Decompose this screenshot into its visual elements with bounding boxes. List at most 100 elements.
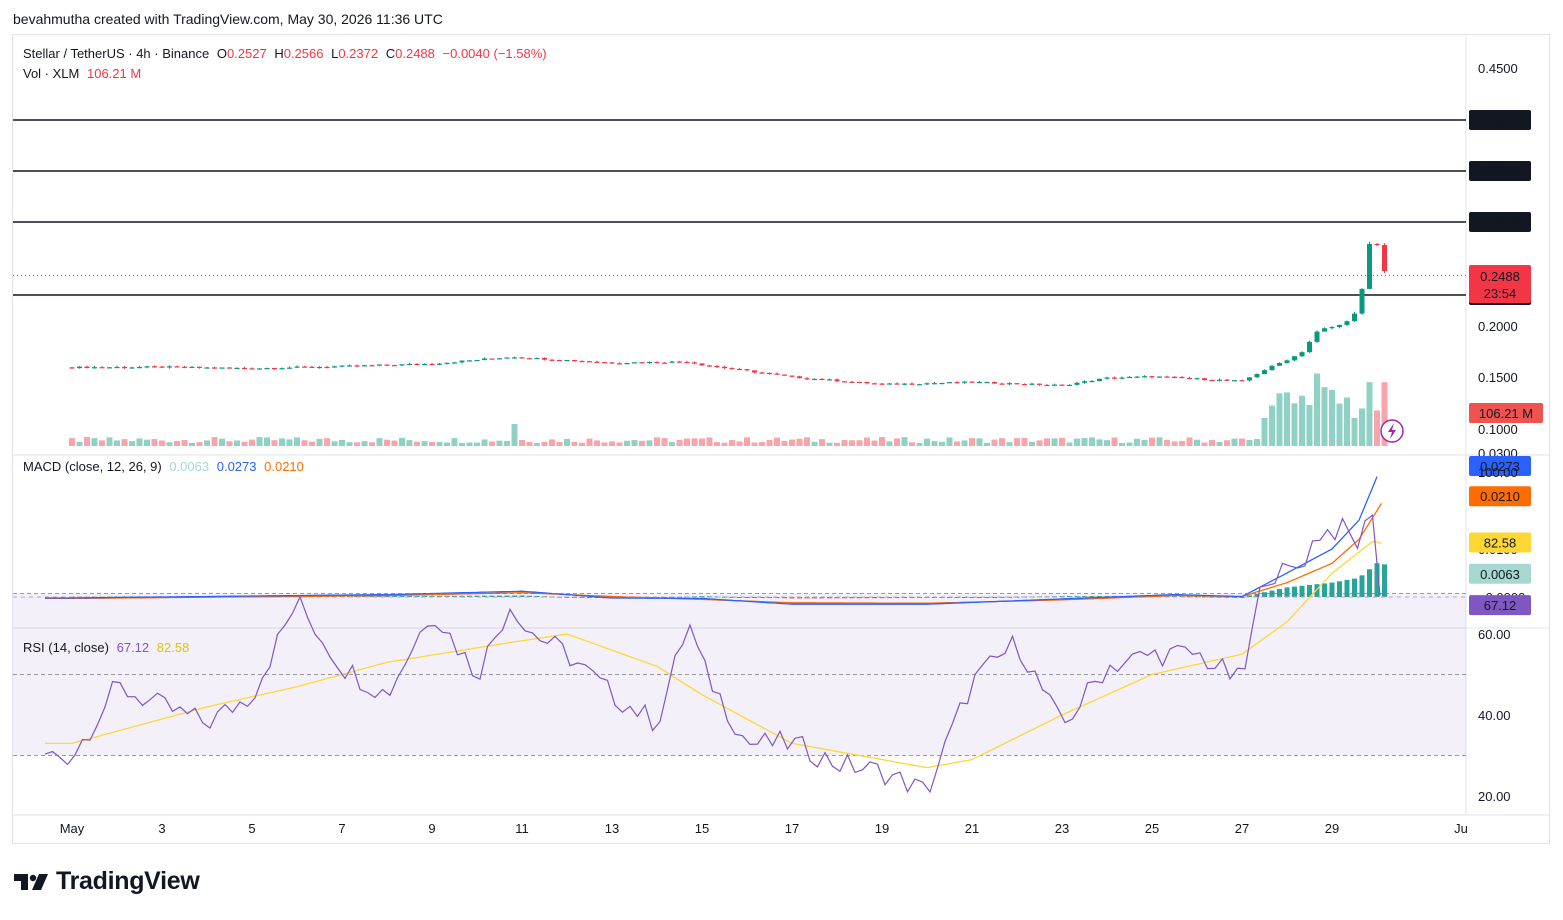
candle-body [714,365,720,368]
candle-body [932,383,937,385]
volume-bar [1051,438,1058,446]
candle [249,367,255,370]
candle-body [1067,384,1072,387]
volume-bar [796,438,803,446]
candle-body [774,373,780,375]
macd-histogram-bar [1284,587,1290,597]
candle-body [414,363,420,366]
candle-body [909,383,915,385]
volume-bar [961,440,968,446]
candle [204,367,210,369]
candle-body [1337,324,1342,328]
gridlines [13,35,1549,816]
candle-body [219,367,225,369]
volume-bar [1291,403,1298,446]
volume-bar [451,438,458,446]
macd-histogram-bar [1269,590,1275,597]
candle-body [362,365,367,367]
volume-bar [924,438,930,446]
volume-bar [91,438,98,446]
level-price-tag [1469,110,1531,130]
candle-body [842,381,847,383]
macd-histogram-bar [887,597,892,599]
candle-body [609,362,615,364]
macd-histogram-bar [1217,596,1222,598]
candle-body [654,361,660,364]
candle-body [377,364,382,366]
volume-bar [459,442,465,446]
volume-bar [144,439,150,446]
candle-body [707,365,712,367]
macd-histogram-bar [992,597,997,598]
candle-body [227,367,232,369]
candle-body [999,383,1005,385]
candle-body [234,367,240,370]
candle-body [752,370,757,373]
macd-histogram-bar [977,597,982,598]
rsi-ma-value: 82.58 [156,640,190,655]
volume-bar [571,441,578,446]
volume-bar [526,441,533,446]
candle [377,364,382,367]
close-label: C [385,46,396,61]
candle-body [1007,383,1012,385]
candle [1232,380,1237,382]
macd-histogram-bar [1247,595,1252,597]
volume-bar [249,439,255,446]
macd-signal-value: 0.0210 [264,459,304,474]
candle [422,363,427,366]
candle-body [354,365,360,367]
candle [1149,376,1155,379]
candle [467,360,472,362]
volume-bar [1224,440,1230,446]
macd-line-value: 0.0273 [216,459,257,474]
candle-body [1097,378,1102,382]
macd-histogram-bar [444,595,450,597]
volume-bar [939,441,945,446]
volume-bar [489,441,495,446]
candle [189,366,195,368]
macd-histogram-bar [504,595,510,597]
level-price-label: 0.3500 [1480,164,1520,179]
volume-bar [504,441,510,446]
macd-histogram-bar [789,597,795,599]
candle [917,383,922,386]
macd-histogram-bar [1202,596,1207,598]
volume-bar [354,442,360,446]
volume-bar [976,438,983,446]
volume-bar [76,441,83,446]
volume-bar [1066,442,1073,446]
candle-body [444,362,450,364]
macd-histogram-bar [362,596,367,598]
candle [324,365,330,369]
candle [1007,382,1012,386]
macd-value-label: 0.0063 [1480,567,1520,582]
volume-bar [609,441,615,446]
candle [654,361,660,364]
price-axis: 0.45000.20000.15000.10000.03000.40000.35… [1380,61,1543,804]
candle-body [1277,362,1282,366]
volume-bar [331,441,338,446]
candle-body [197,366,202,368]
high-value: 0.2566 [283,46,324,61]
candle-body [857,381,862,384]
symbol-title[interactable]: Stellar / TetherUS · 4h · Binance [23,46,210,61]
candle [954,381,960,384]
candle-body [812,378,817,381]
candle-body [737,368,742,371]
candle-body [1247,377,1252,381]
candle-body [257,368,262,370]
horizontal-levels [13,119,1466,296]
volume-bar [1044,438,1050,446]
volume-bar [181,440,188,446]
tradingview-logo[interactable]: TradingView [14,867,200,896]
volume-bar [1119,442,1125,446]
candle [527,357,532,360]
candle [1307,340,1312,353]
candle-body [92,367,97,369]
volume-bar [1314,373,1320,446]
volume-bar [84,437,90,446]
candle-body [264,367,270,370]
candle [729,367,735,370]
